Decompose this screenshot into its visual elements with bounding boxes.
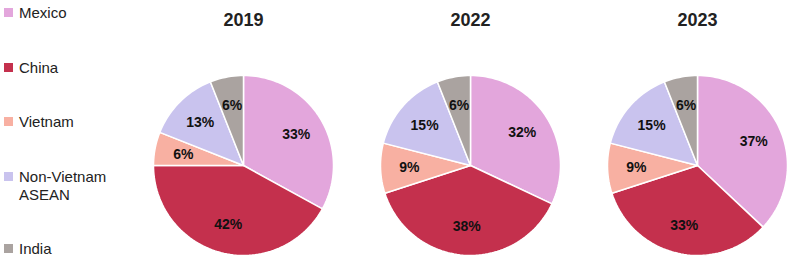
html-text:Non-Vietnam ASEAN: Non-Vietnam ASEAN	[19, 167, 107, 203]
svg-text:42%: 42%	[214, 216, 243, 232]
svg-text:32%: 32%	[508, 124, 537, 140]
svg-text:33%: 33%	[670, 217, 699, 233]
svg-text:2019: 2019	[223, 10, 263, 30]
svg-text:15%: 15%	[638, 117, 667, 133]
svg-text:6%: 6%	[173, 146, 194, 162]
html-text:China: China	[19, 58, 59, 76]
svg-text:33%: 33%	[282, 126, 311, 142]
svg-text:37%: 37%	[740, 133, 769, 149]
html-text:Mexico: Mexico	[19, 4, 67, 21]
svg-text:15%: 15%	[411, 117, 440, 133]
svg-text:6%: 6%	[676, 97, 697, 113]
svg-text:6%: 6%	[449, 97, 470, 113]
svg-text:38%: 38%	[453, 218, 482, 234]
svg-text:2023: 2023	[677, 10, 717, 30]
svg-text:6%: 6%	[222, 97, 243, 113]
html-text:Vietnam: Vietnam	[19, 113, 74, 130]
svg-text:9%: 9%	[399, 159, 420, 175]
svg-text:13%: 13%	[186, 114, 215, 130]
svg-text:2022: 2022	[450, 10, 490, 30]
html-text:India: India	[19, 240, 52, 257]
svg-text:9%: 9%	[626, 159, 647, 175]
